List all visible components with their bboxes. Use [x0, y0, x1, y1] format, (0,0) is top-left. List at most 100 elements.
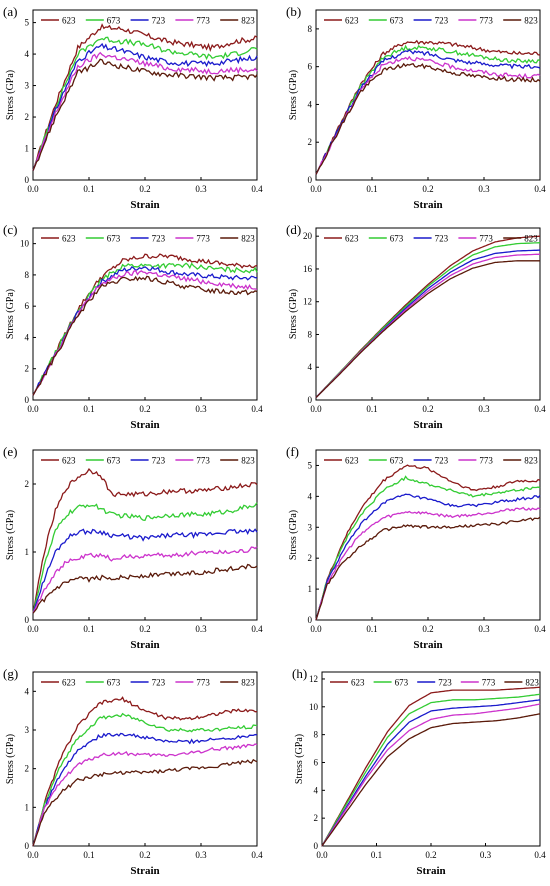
x-tick-label: 0.4: [534, 850, 546, 860]
y-tick-label: 6: [25, 301, 30, 311]
series-line-673: [315, 475, 541, 621]
plot-frame: [315, 449, 541, 621]
x-tick-label: 0.4: [251, 404, 263, 414]
y-tick-label: 2: [25, 112, 30, 122]
x-tick-label: 0.3: [478, 184, 490, 194]
y-tick-label: 3: [25, 725, 30, 735]
legend: 623 673 723 773 823: [324, 234, 538, 244]
legend-label-623: 623: [62, 678, 76, 688]
x-tick-label: 0.4: [534, 404, 546, 414]
legend-label-723: 723: [438, 678, 452, 688]
y-tick-label: 4: [314, 785, 319, 795]
legend-label-673: 673: [107, 678, 121, 688]
legend-label-823: 823: [241, 16, 255, 26]
y-tick-label: 16: [303, 264, 313, 274]
y-axis-label: Stress (GPa): [5, 289, 16, 339]
legend-label-823: 823: [241, 678, 255, 688]
series-line-823: [32, 58, 258, 171]
x-tick-label: 0.4: [534, 624, 546, 634]
y-tick-label: 5: [308, 460, 313, 470]
x-tick-label: 0.1: [366, 184, 377, 194]
series-line-623: [321, 686, 541, 847]
y-tick-label: 0: [314, 841, 319, 851]
legend-label-623: 623: [62, 16, 76, 26]
series-line-673: [32, 262, 258, 396]
y-tick-label: 8: [308, 329, 313, 339]
legend: 623 673 723 773 823: [324, 456, 538, 466]
legend-label-723: 723: [435, 234, 449, 244]
y-tick-label: 4: [25, 332, 30, 342]
panel-label: (f): [286, 444, 299, 459]
panel-b: (b) 0.0 0.1 0.2 0.3 0.4 0 2 4 6 8 Strain Stress (GPa…: [286, 4, 546, 211]
y-tick-label: 0: [25, 395, 30, 405]
y-tick-label: 12: [303, 297, 312, 307]
x-tick-label: 0.3: [195, 624, 207, 634]
y-tick-label: 20: [303, 231, 313, 241]
x-axis-label: Strain: [413, 419, 442, 431]
y-tick-label: 2: [25, 764, 30, 774]
panel-d: (d) 0.0 0.1 0.2 0.3 0.4 0 4 8 12 16 20 Strain Stress …: [286, 222, 546, 431]
x-axis-label: Strain: [130, 639, 159, 651]
x-tick-label: 0.1: [366, 404, 377, 414]
x-tick-label: 0.3: [478, 404, 490, 414]
series-line-623: [32, 253, 258, 396]
y-tick-label: 4: [25, 686, 30, 696]
legend-label-773: 773: [482, 678, 496, 688]
series-line-723: [315, 249, 541, 398]
x-tick-label: 0.3: [478, 624, 490, 634]
y-tick-label: 10: [20, 239, 30, 249]
legend-label-773: 773: [479, 16, 493, 26]
y-tick-label: 6: [308, 62, 313, 72]
legend-label-823: 823: [241, 234, 255, 244]
series-line-723: [32, 732, 258, 847]
x-axis-label: Strain: [413, 639, 442, 651]
plot-frame: [32, 449, 258, 621]
legend: 623 673 723 773 823: [330, 678, 539, 688]
legend-label-623: 623: [345, 16, 359, 26]
x-axis-label: Strain: [130, 419, 159, 431]
panel-c: (c) 0.0 0.1 0.2 0.3 0.4 0 2 4 6 8 10 Strain Stress (G…: [3, 222, 263, 431]
x-axis-label: Strain: [130, 865, 159, 877]
x-tick-label: 0.0: [27, 184, 39, 194]
x-tick-label: 0.3: [195, 850, 207, 860]
series-line-823: [32, 563, 258, 614]
x-tick-label: 0.4: [251, 850, 263, 860]
panel-e: (e) 0.0 0.1 0.2 0.3 0.4 0 1 2 Strain Stress (GPa) 6…: [3, 444, 263, 651]
series-line-823: [321, 713, 541, 847]
y-tick-label: 0: [308, 395, 313, 405]
series-line-773: [315, 506, 541, 621]
y-axis-label: Stress (GPa): [288, 289, 299, 339]
y-axis-label: Stress (GPa): [288, 70, 299, 120]
x-tick-label: 0.0: [27, 624, 39, 634]
series-line-623: [32, 696, 257, 847]
x-tick-label: 0.1: [83, 404, 94, 414]
series-line-723: [32, 528, 258, 614]
y-tick-label: 3: [308, 522, 313, 532]
y-axis-label: Stress (GPa): [5, 734, 16, 784]
x-tick-label: 0.2: [139, 404, 150, 414]
y-tick-label: 2: [25, 479, 30, 489]
y-tick-label: 2: [308, 553, 313, 563]
series-line-773: [315, 253, 541, 398]
x-tick-label: 0.0: [27, 404, 39, 414]
series-line-773: [32, 546, 258, 614]
panel-label: (b): [286, 4, 301, 19]
series-line-723: [315, 49, 541, 175]
y-tick-label: 0: [308, 175, 313, 185]
series-line-773: [321, 703, 541, 847]
x-tick-label: 0.3: [195, 404, 207, 414]
series-line-673: [32, 36, 258, 171]
legend-label-723: 723: [435, 16, 449, 26]
legend: 623 673 723 773 823: [41, 456, 255, 466]
y-tick-label: 10: [309, 702, 319, 712]
y-tick-label: 0: [25, 175, 30, 185]
panel-a: (a) 0.0 0.1 0.2 0.3 0.4 0 1 2 3 4 5 Strain Stress (GP…: [3, 4, 263, 211]
series-line-773: [32, 51, 258, 171]
series-line-673: [315, 242, 541, 398]
legend-label-673: 673: [390, 16, 404, 26]
y-tick-label: 1: [308, 584, 313, 594]
y-tick-label: 1: [25, 144, 30, 154]
series-line-623: [32, 468, 258, 614]
x-tick-label: 0.0: [310, 184, 322, 194]
y-tick-label: 2: [25, 364, 30, 374]
